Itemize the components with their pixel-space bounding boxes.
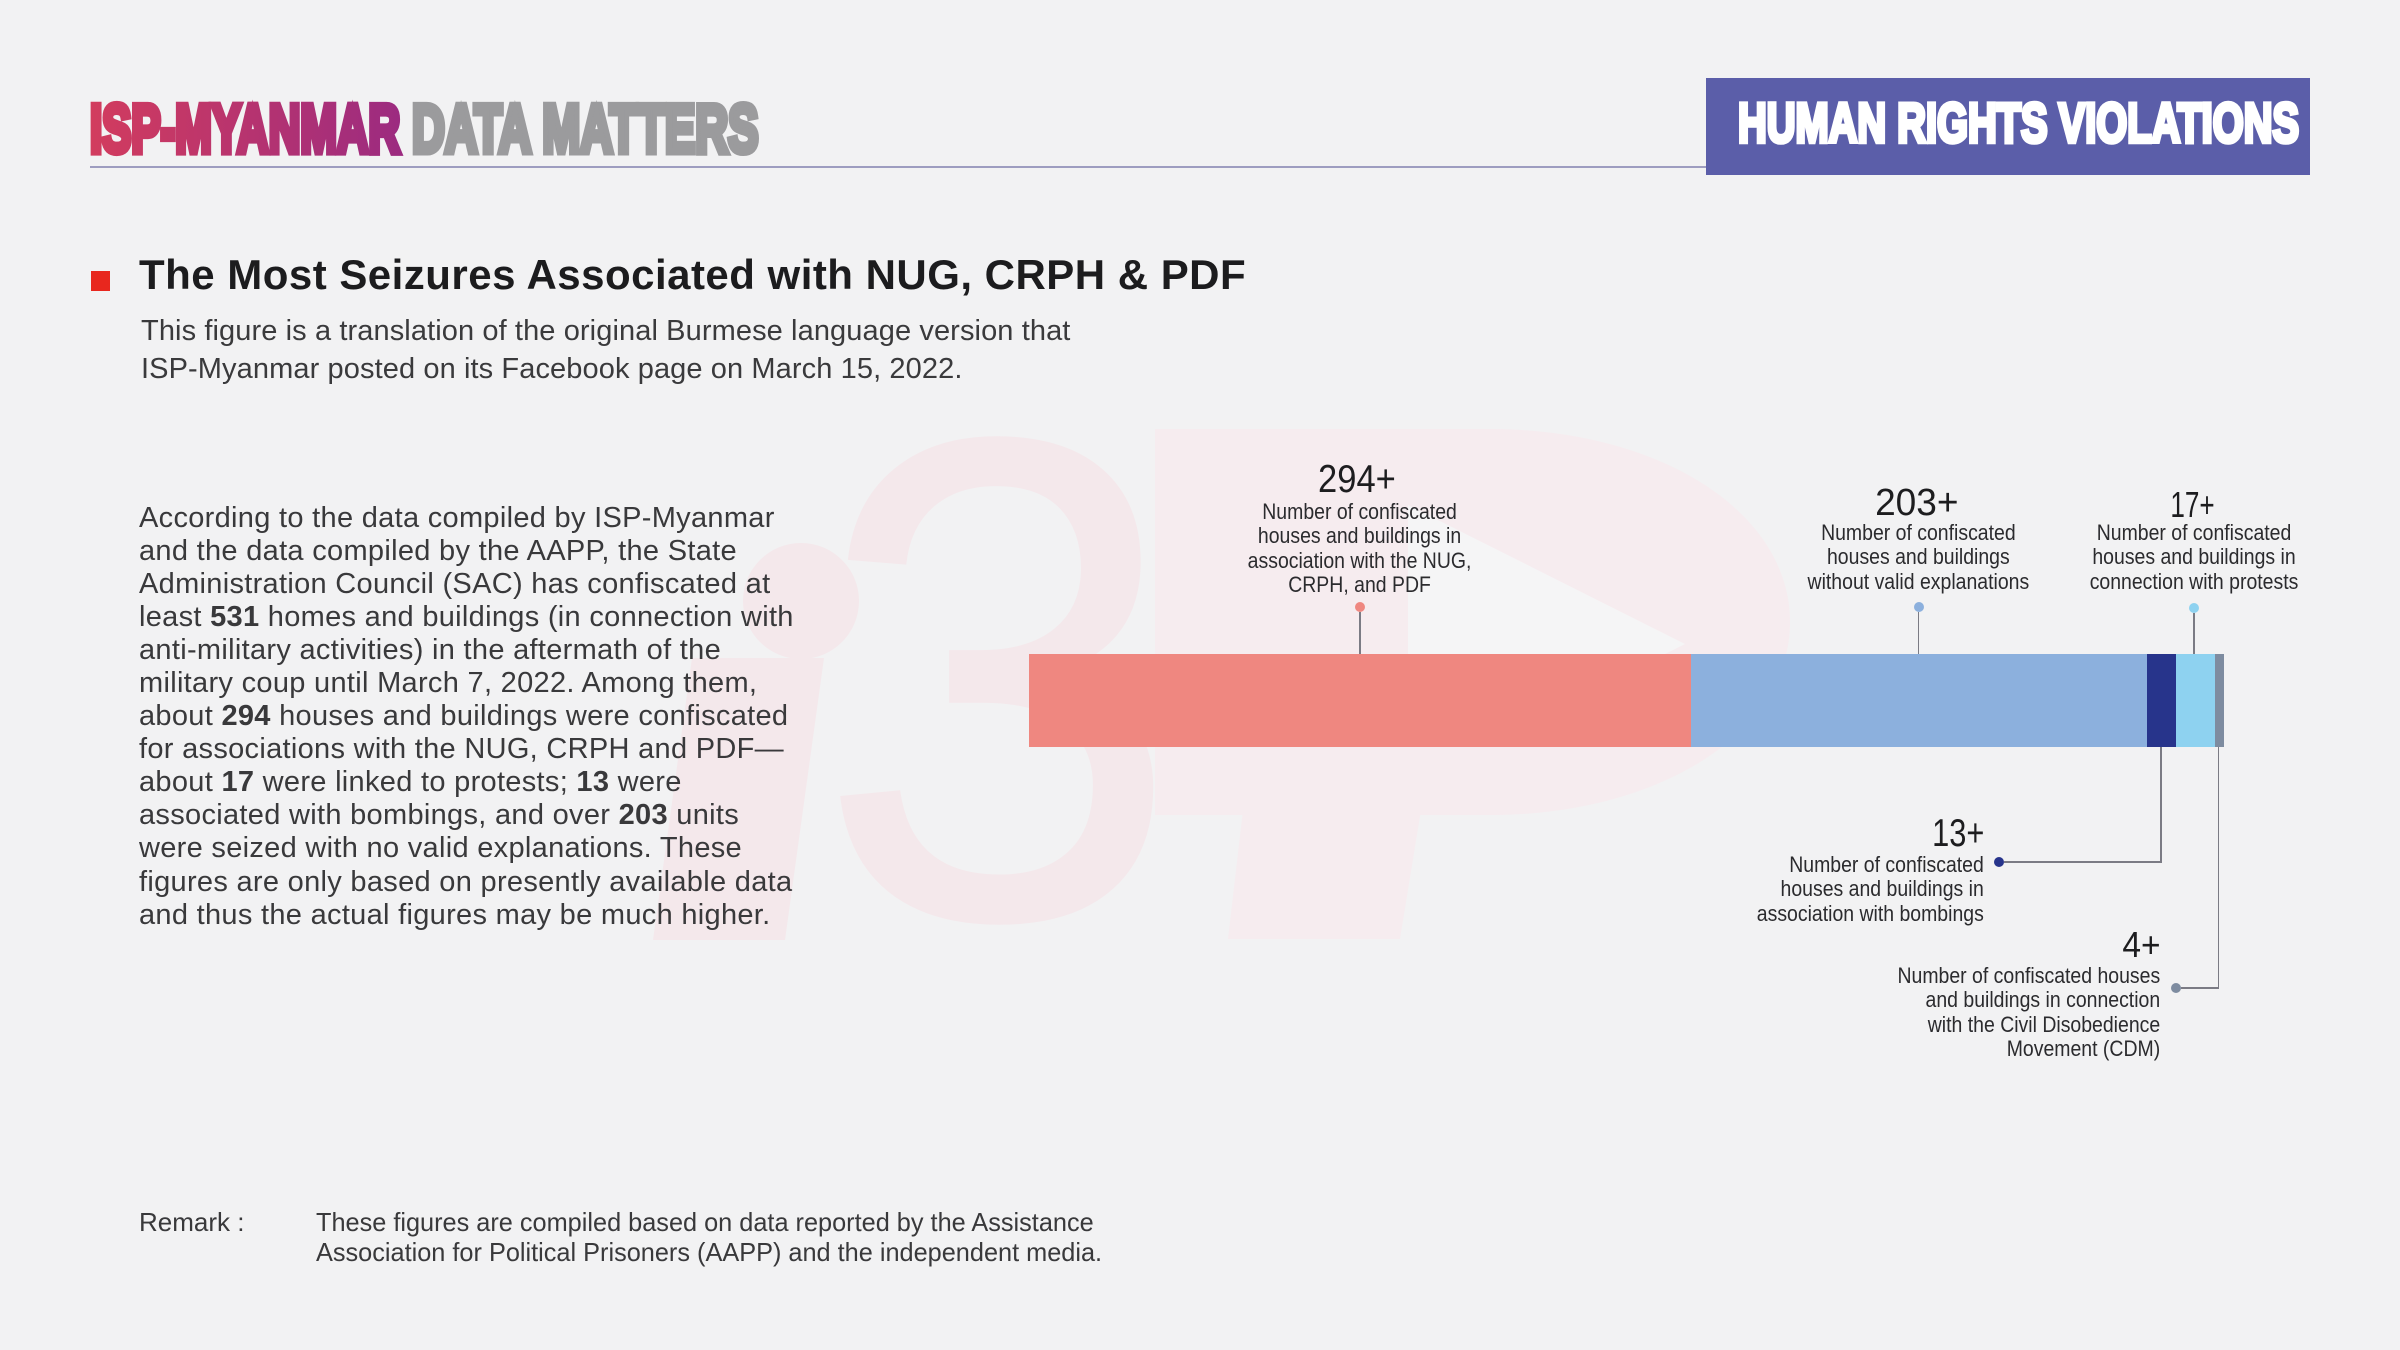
svg-text:DATA MATTERS: DATA MATTERS: [412, 92, 758, 167]
svg-text:ISP-MYANMAR: ISP-MYANMAR: [90, 91, 400, 167]
svg-text:HUMAN RIGHTS VIOLATIONS: HUMAN RIGHTS VIOLATIONS: [1738, 92, 2299, 154]
